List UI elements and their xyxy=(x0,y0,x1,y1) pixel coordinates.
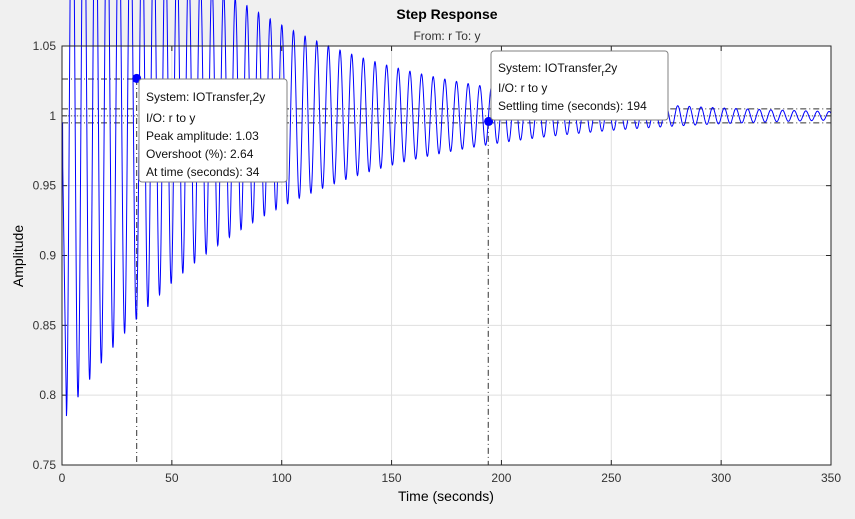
subscript-r: r xyxy=(250,97,253,107)
y-axis-ticks: 0.75 0.8 0.85 0.9 0.95 1 1.05 xyxy=(33,39,831,472)
x-axis-label: Time (seconds) xyxy=(398,488,494,504)
peak-datatip-amplitude: Peak amplitude: 1.03 xyxy=(146,129,259,143)
x-tick-label: 0 xyxy=(59,471,66,485)
settling-marker[interactable] xyxy=(484,116,494,126)
peak-datatip-time: At time (seconds): 34 xyxy=(146,165,260,179)
x-tick-label: 300 xyxy=(711,471,731,485)
response-line[interactable] xyxy=(62,0,832,417)
settling-datatip-time: Settling time (seconds): 194 xyxy=(498,99,647,113)
x-axis-ticks: 0 50 100 150 200 250 300 350 xyxy=(59,46,841,485)
peak-datatip[interactable]: System: IOTransferr2y I/O: r to y Peak a… xyxy=(138,78,288,183)
y-tick-label: 1 xyxy=(49,109,56,123)
y-tick-label: 0.85 xyxy=(33,318,57,332)
peak-datatip-system-text: System: IOTransfer xyxy=(146,90,250,104)
x-tick-label: 150 xyxy=(382,471,402,485)
y-tick-label: 0.8 xyxy=(39,388,56,402)
chart-title: Step Response xyxy=(396,6,497,22)
settling-datatip[interactable]: System: IOTransferr2y I/O: r to y Settli… xyxy=(490,50,669,121)
x-tick-label: 50 xyxy=(165,471,179,485)
peak-datatip-system: System: IOTransferr2y xyxy=(146,90,265,107)
subscript-tail: 2y xyxy=(605,61,618,75)
x-tick-label: 200 xyxy=(491,471,511,485)
chart-subtitle: From: r To: y xyxy=(413,29,480,43)
y-tick-label: 0.95 xyxy=(33,179,57,193)
subscript-r: r xyxy=(602,68,605,78)
settling-datatip-io: I/O: r to y xyxy=(498,81,547,95)
x-tick-label: 350 xyxy=(821,471,841,485)
y-axis-label: Amplitude xyxy=(10,225,26,287)
peak-datatip-io: I/O: r to y xyxy=(146,111,195,125)
x-tick-label: 250 xyxy=(601,471,621,485)
settling-datatip-box xyxy=(490,50,669,121)
y-tick-label: 0.75 xyxy=(33,458,57,472)
settling-datatip-system: System: IOTransferr2y xyxy=(498,61,617,78)
peak-datatip-box xyxy=(138,78,288,183)
settling-datatip-system-text: System: IOTransfer xyxy=(498,61,602,75)
y-tick-label: 1.05 xyxy=(33,39,57,53)
axes-box xyxy=(61,45,832,466)
subscript-tail: 2y xyxy=(253,90,266,104)
x-tick-label: 100 xyxy=(272,471,292,485)
y-tick-label: 0.9 xyxy=(39,249,56,263)
peak-datatip-overshoot: Overshoot (%): 2.64 xyxy=(146,147,254,161)
